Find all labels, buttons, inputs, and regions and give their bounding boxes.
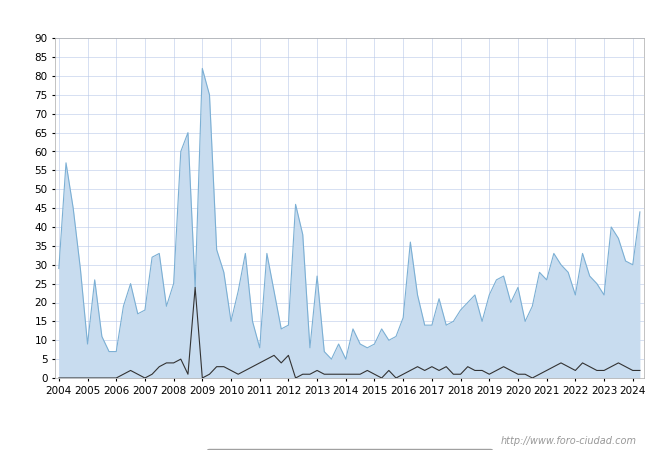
- Text: Cazorla - Evolucion del Nº de Transacciones Inmobiliarias: Cazorla - Evolucion del Nº de Transaccio…: [116, 9, 534, 24]
- Text: http://www.foro-ciudad.com: http://www.foro-ciudad.com: [501, 436, 637, 446]
- Legend: Viviendas Nuevas, Viviendas Usadas: Viviendas Nuevas, Viviendas Usadas: [206, 449, 493, 450]
